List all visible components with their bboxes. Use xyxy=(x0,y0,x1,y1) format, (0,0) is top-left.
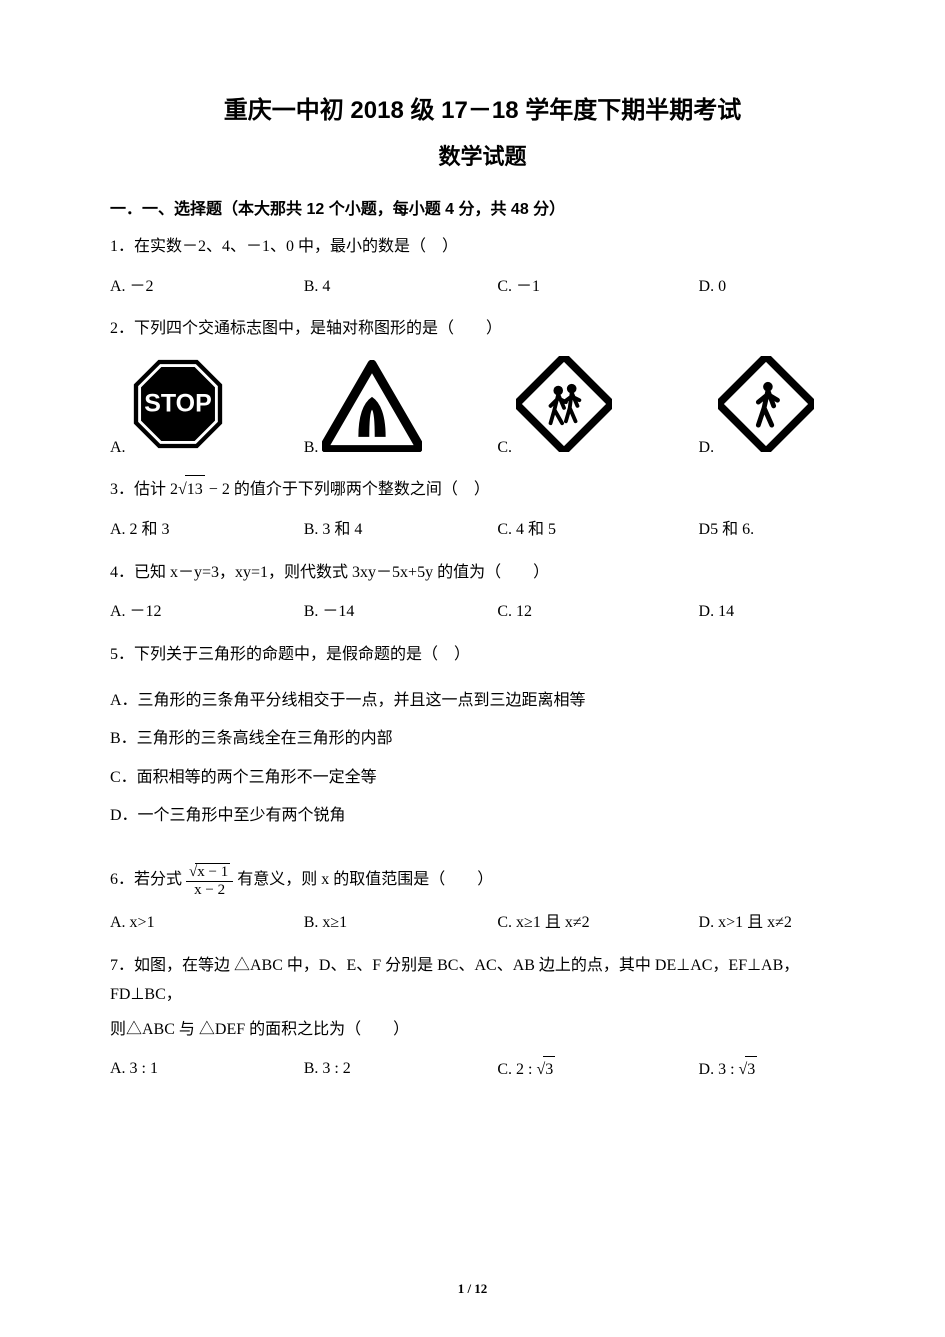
q1-options: A. －2 B. 4 C. －1 D. 0 xyxy=(110,274,855,300)
q6-opt-c: C. x≥1 且 x≠2 xyxy=(497,910,698,936)
q7-stem-1: 7．如图，在等边 △ABC 中，D、E、F 分别是 BC、AC、AB 边上的点，… xyxy=(110,952,855,1010)
q2-cell-d: D. xyxy=(699,356,855,457)
q5-options: A．三角形的三条角平分线相交于一点，并且这一点到三边距离相等 B．三角形的三条高… xyxy=(110,682,855,836)
q3-options: A. 2 和 3 B. 3 和 4 C. 4 和 5 D5 和 6. xyxy=(110,517,855,543)
q3-opt-d: D5 和 6. xyxy=(699,517,855,543)
q5-opt-c: C．面积相等的两个三角形不一定全等 xyxy=(110,759,855,797)
q4-stem: 4．已知 x－y=3，xy=1，则代数式 3xy－5x+5y 的值为（ ） xyxy=(110,559,855,588)
q5-stem: 5．下列关于三角形的命题中，是假命题的是（ ） xyxy=(110,641,855,670)
q2-label-b: B. xyxy=(304,439,319,457)
q1-opt-c: C. －1 xyxy=(497,274,698,300)
q4-opt-c: C. 12 xyxy=(497,599,698,625)
q7-d-pre: D. 3 : xyxy=(699,1061,739,1078)
q2-label-c: C. xyxy=(497,439,512,457)
q3-sqrt: 13 xyxy=(178,475,205,505)
q4-options: A. －12 B. －14 C. 12 D. 14 xyxy=(110,599,855,625)
q3-stem-pre: 3．估计 2 xyxy=(110,481,178,498)
q6-stem: 6．若分式 x − 1 x − 2 有意义，则 x 的取值范围是（ ） xyxy=(110,863,855,898)
q3-opt-b: B. 3 和 4 xyxy=(304,517,498,543)
q6-frac-num: x − 1 xyxy=(186,863,233,882)
q5-opt-d: D．一个三角形中至少有两个锐角 xyxy=(110,797,855,835)
q1-opt-d: D. 0 xyxy=(699,274,855,300)
q7-c-pre: C. 2 : xyxy=(497,1061,536,1078)
svg-text:STOP: STOP xyxy=(144,390,212,418)
q3-opt-c: C. 4 和 5 xyxy=(497,517,698,543)
q6-fraction: x − 1 x − 2 xyxy=(186,863,233,898)
q3-opt-a: A. 2 和 3 xyxy=(110,517,304,543)
q7-d-sqrt: 3 xyxy=(739,1056,758,1083)
q7-stem-2: 则△ABC 与 △DEF 的面积之比为（ ） xyxy=(110,1016,855,1045)
q6-num-sqrt: x − 1 xyxy=(189,863,230,881)
q6-stem-post: 有意义，则 x 的取值范围是（ ） xyxy=(237,872,493,889)
q7-opt-d: D. 3 : 3 xyxy=(699,1056,855,1083)
q1-opt-b: B. 4 xyxy=(304,274,498,300)
children-crossing-icon xyxy=(516,356,612,457)
q7-options: A. 3 : 1 B. 3 : 2 C. 2 : 3 D. 3 : 3 xyxy=(110,1056,855,1083)
q3-stem-post: − 2 的值介于下列哪两个整数之间（ ） xyxy=(205,481,490,498)
q7-c-sqrt: 3 xyxy=(537,1056,556,1083)
q6-opt-d: D. x>1 且 x≠2 xyxy=(699,910,855,936)
q5-opt-b: B．三角形的三条高线全在三角形的内部 xyxy=(110,720,855,758)
q4-opt-d: D. 14 xyxy=(699,599,855,625)
page-footer: 1 / 12 xyxy=(0,1281,945,1297)
q5-opt-a: A．三角形的三条角平分线相交于一点，并且这一点到三边距离相等 xyxy=(110,682,855,720)
exam-page: 重庆一中初 2018 级 17－18 学年度下期半期考试 数学试题 一．一、选择… xyxy=(0,0,945,1337)
exam-title-main: 重庆一中初 2018 级 17－18 学年度下期半期考试 xyxy=(110,90,855,125)
q7-opt-a: A. 3 : 1 xyxy=(110,1056,304,1083)
q1-stem: 1．在实数－2、4、－1、0 中，最小的数是（ ） xyxy=(110,233,855,262)
q4-opt-b: B. －14 xyxy=(304,599,498,625)
q2-cell-c: C. xyxy=(497,356,698,457)
q6-stem-pre: 6．若分式 xyxy=(110,872,186,889)
q1-opt-a: A. －2 xyxy=(110,274,304,300)
q2-cell-a: A. STOP xyxy=(110,356,304,457)
q4-opt-a: A. －12 xyxy=(110,599,304,625)
pedestrian-sign-icon xyxy=(718,356,814,457)
spacer xyxy=(110,835,855,863)
q6-opt-b: B. x≥1 xyxy=(304,910,498,936)
q3-stem: 3．估计 213 − 2 的值介于下列哪两个整数之间（ ） xyxy=(110,475,855,505)
q6-opt-a: A. x>1 xyxy=(110,910,304,936)
q2-stem: 2．下列四个交通标志图中，是轴对称图形的是（ ） xyxy=(110,315,855,344)
stop-sign-icon: STOP xyxy=(130,356,226,457)
q7-opt-b: B. 3 : 2 xyxy=(304,1056,498,1083)
q6-frac-den: x − 2 xyxy=(186,882,233,899)
exam-title-sub: 数学试题 xyxy=(110,139,855,171)
q2-label-a: A. xyxy=(110,439,126,457)
q2-label-d: D. xyxy=(699,439,715,457)
q7-opt-c: C. 2 : 3 xyxy=(497,1056,698,1083)
section-1-heading: 一．一、选择题（本大那共 12 个小题，每小题 4 分，共 48 分） xyxy=(110,195,855,219)
q2-images: A. STOP B. C. xyxy=(110,356,855,457)
q2-cell-b: B. xyxy=(304,360,498,457)
q6-options: A. x>1 B. x≥1 C. x≥1 且 x≠2 D. x>1 且 x≠2 xyxy=(110,910,855,936)
merge-sign-icon xyxy=(322,360,422,457)
